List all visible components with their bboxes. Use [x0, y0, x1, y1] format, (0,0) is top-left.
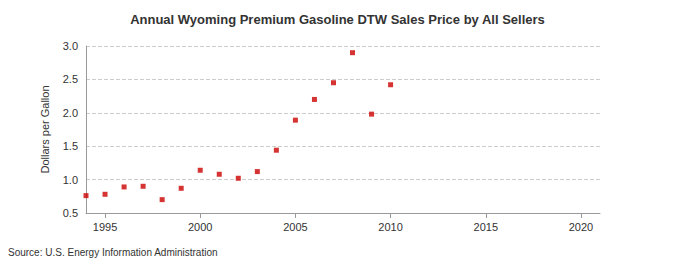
svg-text:2000: 2000 [188, 221, 212, 233]
svg-text:Annual Wyoming Premium Gasolin: Annual Wyoming Premium Gasoline DTW Sale… [130, 12, 545, 27]
svg-text:1995: 1995 [93, 221, 117, 233]
svg-text:2.5: 2.5 [63, 73, 78, 85]
svg-text:Dollars per Gallon: Dollars per Gallon [39, 85, 51, 173]
svg-text:2015: 2015 [474, 221, 498, 233]
svg-text:0.5: 0.5 [63, 207, 78, 219]
svg-text:2.0: 2.0 [63, 107, 78, 119]
svg-text:1.5: 1.5 [63, 140, 78, 152]
svg-text:2020: 2020 [569, 221, 593, 233]
svg-text:3.0: 3.0 [63, 40, 78, 52]
svg-text:2010: 2010 [378, 221, 402, 233]
svg-text:2005: 2005 [283, 221, 307, 233]
svg-text:Source: U.S. Energy Informatio: Source: U.S. Energy Information Administ… [8, 247, 218, 258]
svg-text:1.0: 1.0 [63, 174, 78, 186]
